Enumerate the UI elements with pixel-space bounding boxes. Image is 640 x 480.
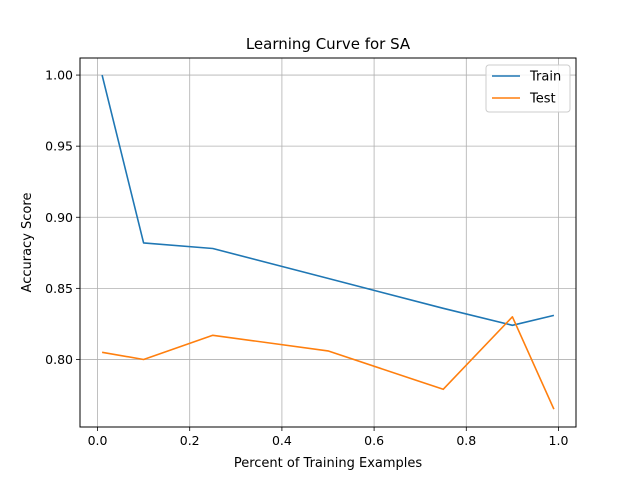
x-tick-label: 0.4: [272, 433, 292, 448]
y-axis: 0.80 0.85 0.90 0.95 1.00: [45, 68, 80, 367]
series-lines: [101, 74, 555, 410]
x-tick-label: 0.8: [456, 433, 476, 448]
y-tick-label: 0.85: [45, 281, 73, 296]
y-axis-label: Accuracy Score: [20, 193, 35, 293]
x-tick-label: 0.6: [364, 433, 384, 448]
legend: Train Test: [485, 64, 571, 113]
y-tick-label: 0.90: [45, 210, 73, 225]
y-tick-label: 1.00: [45, 68, 73, 83]
y-tick-label: 0.95: [45, 139, 73, 154]
x-tick-label: 0.0: [88, 433, 108, 448]
x-axis-label: Percent of Training Examples: [234, 456, 423, 471]
plot-frame: [79, 57, 577, 428]
series-line-train: [101, 74, 555, 327]
x-tick-label: 1.0: [549, 433, 569, 448]
legend-label-train: Train: [529, 70, 561, 85]
y-tick-label: 0.80: [45, 352, 73, 367]
chart-title: Learning Curve for SA: [246, 35, 411, 53]
series-line-test: [101, 315, 555, 410]
x-tick-label: 0.2: [180, 433, 200, 448]
x-axis: 0.0 0.2 0.4 0.6 0.8 1.0: [88, 427, 569, 448]
legend-label-test: Test: [529, 92, 556, 107]
